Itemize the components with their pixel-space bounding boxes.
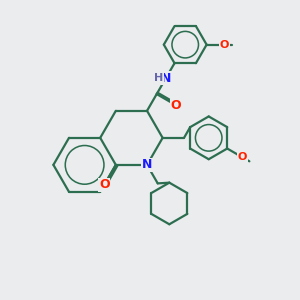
Text: O: O xyxy=(99,178,110,191)
Text: H: H xyxy=(154,73,163,83)
Text: O: O xyxy=(238,152,247,163)
Text: N: N xyxy=(161,72,171,85)
Text: N: N xyxy=(142,158,152,171)
Text: O: O xyxy=(170,99,181,112)
Text: O: O xyxy=(220,40,229,50)
